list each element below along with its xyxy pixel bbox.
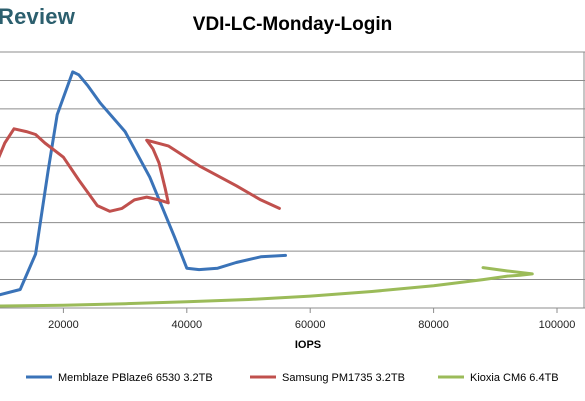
x-axis: 20000 40000 60000 80000 100000: [0, 307, 585, 331]
x-tick-label: 80000: [418, 319, 449, 331]
legend-label-1: Memblaze PBlaze6 6530 3.2TB: [58, 372, 213, 384]
series-line-1: [0, 70, 287, 297]
legend-label-2: Samsung PM1735 3.2TB: [282, 372, 405, 384]
legend: Memblaze PBlaze6 6530 3.2TB Samsung PM173…: [26, 372, 559, 384]
legend-label-3: Kioxia CM6 6.4TB: [470, 372, 559, 384]
series-line-3: [0, 266, 534, 308]
brand-logo: Review: [0, 4, 76, 29]
series-group: [0, 70, 534, 308]
series-line-2: [0, 127, 281, 213]
x-axis-label: IOPS: [295, 339, 321, 351]
x-tick-label: 60000: [295, 319, 326, 331]
x-tick-label: 40000: [172, 319, 203, 331]
chart-title: VDI-LC-Monday-Login: [192, 14, 393, 35]
x-tick-label: 20000: [48, 319, 79, 331]
x-tick-label: 100000: [539, 319, 576, 331]
